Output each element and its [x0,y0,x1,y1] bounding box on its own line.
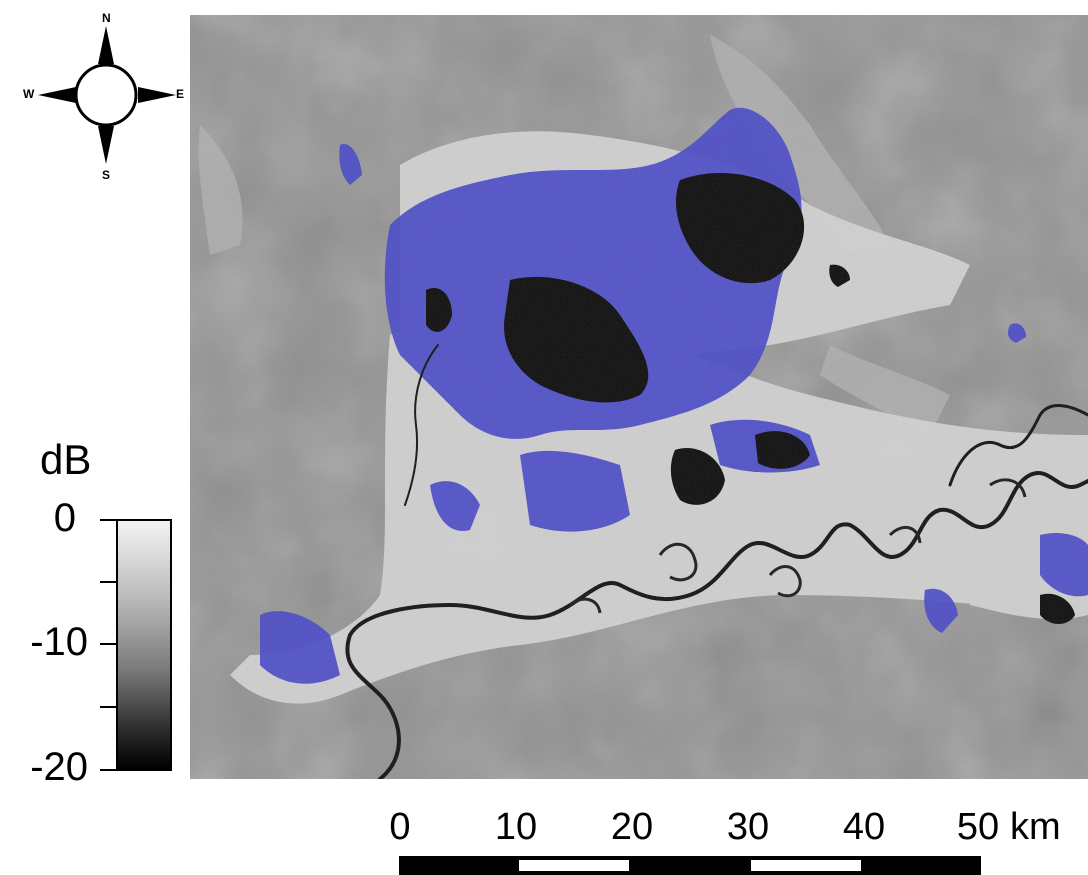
legend-label-minus-20: -20 [30,745,88,789]
legend-label-0: 0 [53,496,76,540]
scale-bar-segment-2 [519,860,629,871]
scale-label-40: 40 [842,806,886,848]
scale-label-50: 50 [956,806,1000,848]
legend-colorbar [116,519,172,771]
legend-tick-0 [100,519,116,521]
legend-tick-20 [100,769,116,771]
legend-label-minus-10: -10 [30,620,88,664]
legend-tick-10 [100,643,116,645]
compass-north-label: N [102,11,111,25]
scale-bar [399,856,981,875]
scale-label-20: 20 [610,806,654,848]
compass-icon [38,26,176,164]
speckle-overlay [190,15,1088,779]
scale-label-30: 30 [726,806,770,848]
compass-south-label: S [102,168,111,182]
compass-rose: N S W E [18,6,198,184]
compass-west-label: W [23,87,35,101]
sar-map-svg [190,15,1088,779]
compass-east-label: E [176,87,185,101]
legend-title: dB [40,436,92,483]
scale-label-0: 0 [389,806,411,848]
scale-label-10: 10 [494,806,538,848]
scale-bar-segment-4 [751,860,861,871]
sar-map [190,15,1088,779]
legend-tick-minor-2 [100,706,116,708]
scale-unit: km [1010,806,1061,848]
legend-tick-minor-1 [100,581,116,583]
